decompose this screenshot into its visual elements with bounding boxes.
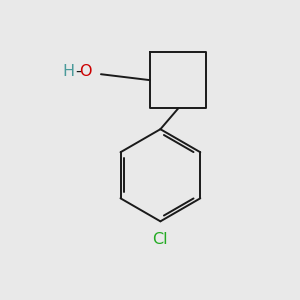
Text: O: O — [79, 64, 92, 79]
Text: Cl: Cl — [153, 232, 168, 247]
Text: -: - — [75, 64, 81, 79]
Text: H: H — [63, 64, 75, 79]
